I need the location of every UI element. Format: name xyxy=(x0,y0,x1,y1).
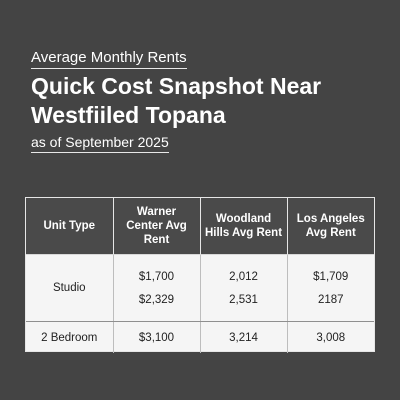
table-row: 2 Bedroom $3,100 3,214 3,008 xyxy=(26,321,374,354)
cell-value: 2,531 xyxy=(229,293,258,306)
table-cell: $1,709 2187 xyxy=(287,254,374,322)
cell-value: 2187 xyxy=(317,293,344,306)
table-row: Studio $1,700 $2,329 2,012 2,531 $1,709 … xyxy=(26,254,374,322)
table-cell: $3,100 xyxy=(113,321,201,353)
rent-table: Unit Type Warner Center Avg Rent Woodlan… xyxy=(25,197,375,354)
table-header-row: Unit Type Warner Center Avg Rent Woodlan… xyxy=(26,198,374,255)
row-label-studio: Studio xyxy=(26,254,114,322)
cell-value: $2,329 xyxy=(138,293,175,306)
column-header-warner-center: Warner Center Avg Rent xyxy=(113,198,201,255)
row-label-2-bedroom: 2 Bedroom xyxy=(26,321,114,353)
cell-value: 3,214 xyxy=(229,331,258,344)
page-title: Quick Cost Snapshot Near Westfiiled Topa… xyxy=(31,73,322,128)
as-of-date: as of September 2025 xyxy=(31,133,169,153)
column-header-woodland-hills: Woodland Hills Avg Rent xyxy=(200,198,288,255)
table-cell: 3,008 xyxy=(287,322,374,354)
table-cell: 3,214 xyxy=(200,321,288,353)
cell-value: 2,012 xyxy=(229,270,258,283)
cell-value: $1,709 xyxy=(313,270,349,283)
cell-value: $1,700 xyxy=(138,270,175,283)
cell-value: $3,100 xyxy=(138,331,175,344)
cell-value: 3,008 xyxy=(316,331,346,344)
header-kicker: Average Monthly Rents xyxy=(31,49,187,69)
column-header-unit-type: Unit Type xyxy=(26,198,114,255)
column-header-los-angeles: Los Angeles Avg Rent xyxy=(287,198,374,255)
table-cell: $1,700 $2,329 xyxy=(113,254,201,322)
table-cell: 2,012 2,531 xyxy=(200,254,288,322)
